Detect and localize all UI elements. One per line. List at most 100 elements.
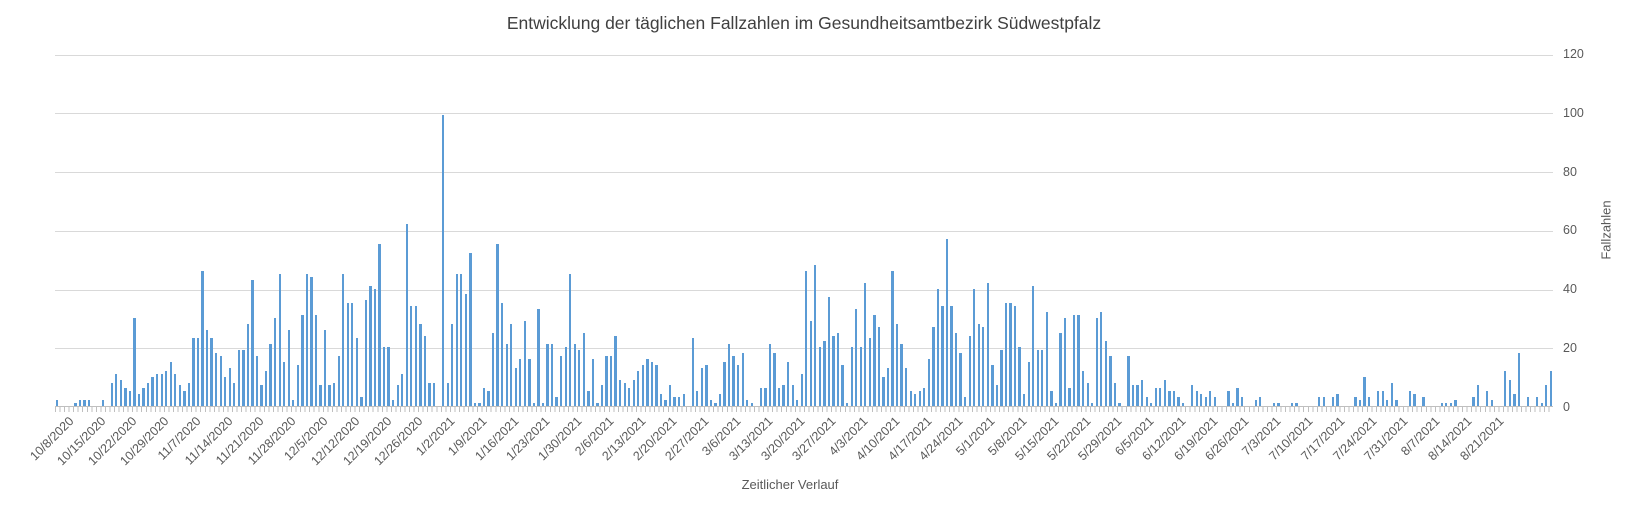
bar: [1240, 397, 1244, 406]
bar: [369, 285, 372, 406]
bar: [451, 323, 454, 406]
bar: [909, 391, 912, 406]
bar: [196, 338, 200, 406]
bar: [1141, 379, 1144, 406]
bar: [74, 403, 77, 406]
bar: [1195, 391, 1198, 406]
bar: [1204, 397, 1207, 406]
bar: [455, 273, 458, 406]
bar: [877, 326, 881, 406]
bar: [1200, 394, 1203, 406]
gridline-y-120: [55, 54, 1553, 56]
bar: [264, 370, 268, 406]
bar: [982, 326, 985, 406]
bar: [110, 382, 113, 406]
bar: [1331, 397, 1334, 406]
plot-area: [55, 54, 1553, 407]
bar: [809, 320, 812, 406]
bar: [659, 394, 663, 406]
bar: [1272, 403, 1275, 406]
bar: [1236, 388, 1239, 406]
bar: [1131, 385, 1135, 406]
bar: [1050, 391, 1053, 406]
bar: [914, 394, 917, 406]
bar: [923, 388, 926, 406]
bar: [1100, 312, 1103, 406]
bar: [1150, 403, 1153, 406]
bar: [155, 373, 159, 406]
bar: [1277, 403, 1280, 406]
bar: [600, 385, 604, 406]
bar: [287, 329, 290, 406]
bar: [900, 344, 903, 406]
bar: [904, 367, 908, 406]
bar: [1549, 370, 1552, 406]
bar: [1449, 403, 1452, 406]
bar: [201, 270, 204, 406]
bar: [296, 364, 299, 406]
bar: [464, 294, 467, 406]
bar: [219, 356, 222, 406]
bar: [1145, 397, 1148, 406]
bar: [1036, 350, 1039, 406]
bar: [700, 367, 703, 406]
bar: [1363, 376, 1366, 406]
bar: [628, 388, 631, 406]
bar: [151, 376, 154, 406]
bar: [578, 350, 581, 406]
bar: [396, 385, 399, 406]
bar: [1063, 317, 1067, 406]
bar: [646, 359, 649, 406]
bar: [124, 388, 127, 406]
bar: [814, 265, 817, 406]
bar: [537, 309, 540, 406]
bar: [1517, 353, 1521, 406]
bar: [301, 314, 304, 406]
bar: [364, 300, 368, 406]
bar: [1290, 403, 1294, 406]
bar: [1422, 397, 1425, 406]
bar: [1163, 379, 1167, 406]
bar: [405, 223, 408, 406]
y-tick-label: 20: [1563, 340, 1577, 355]
bar: [387, 347, 390, 406]
bar: [668, 385, 672, 406]
bar: [178, 385, 181, 406]
bar: [864, 282, 867, 406]
bar: [1540, 403, 1543, 406]
bar: [818, 347, 822, 406]
bar: [1082, 370, 1085, 406]
bar: [750, 403, 753, 406]
bar: [1254, 400, 1257, 406]
bar: [119, 379, 122, 406]
bar: [805, 270, 808, 406]
bar: [382, 347, 386, 406]
bar: [1213, 397, 1216, 406]
bar: [378, 244, 381, 406]
gridline-y-80: [55, 172, 1553, 173]
bar: [696, 391, 699, 406]
bar: [1013, 306, 1017, 406]
bar: [174, 373, 177, 406]
bar: [555, 397, 558, 406]
bar: [1086, 382, 1089, 406]
bar: [614, 335, 617, 406]
bar: [392, 400, 395, 406]
bar: [855, 309, 858, 406]
bar: [510, 323, 513, 406]
bar: [319, 385, 322, 406]
bar: [655, 364, 658, 406]
bar: [1045, 312, 1048, 406]
bar: [609, 356, 613, 406]
bar: [1535, 397, 1539, 406]
y-axis-title: Fallzahlen: [1598, 200, 1614, 260]
bar: [1354, 397, 1357, 406]
bar: [1395, 400, 1398, 406]
bar: [360, 397, 363, 406]
bar: [1109, 356, 1112, 406]
bar: [292, 400, 295, 406]
bar: [591, 359, 595, 406]
bar: [1104, 341, 1108, 406]
bar: [419, 323, 422, 406]
bar: [973, 288, 976, 406]
